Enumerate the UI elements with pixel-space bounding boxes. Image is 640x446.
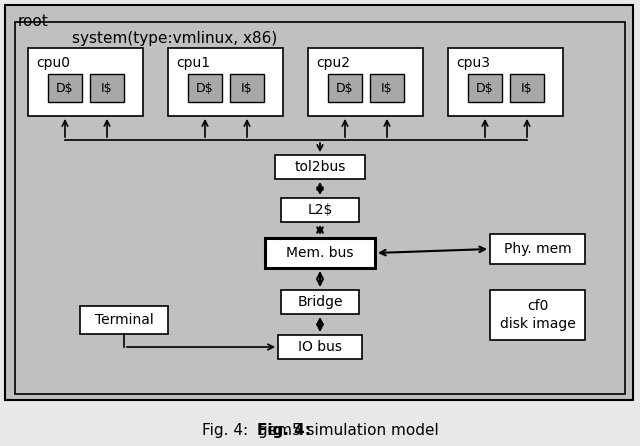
Text: tol2bus: tol2bus: [294, 160, 346, 174]
Text: Mem. bus: Mem. bus: [286, 246, 354, 260]
Text: disk image: disk image: [500, 317, 575, 331]
Text: cf0: cf0: [527, 299, 548, 313]
Bar: [168, 48, 283, 116]
Bar: [90, 74, 124, 102]
Bar: [28, 48, 143, 116]
Text: IO bus: IO bus: [298, 340, 342, 354]
Text: Bridge: Bridge: [297, 295, 343, 309]
Bar: [48, 74, 82, 102]
Bar: [5, 5, 633, 400]
Bar: [230, 74, 264, 102]
Text: I$: I$: [381, 82, 393, 95]
Bar: [275, 155, 365, 179]
Text: cpu3: cpu3: [456, 56, 490, 70]
Text: D$: D$: [476, 82, 494, 95]
Text: I$: I$: [101, 82, 113, 95]
Bar: [188, 74, 222, 102]
Bar: [308, 48, 423, 116]
Text: I$: I$: [521, 82, 533, 95]
Text: L2$: L2$: [307, 203, 333, 217]
Bar: [490, 234, 585, 264]
Text: cpu1: cpu1: [176, 56, 210, 70]
Bar: [448, 48, 563, 116]
Bar: [278, 335, 362, 359]
Text: D$: D$: [196, 82, 214, 95]
Bar: [265, 238, 375, 268]
Bar: [468, 74, 502, 102]
Text: cpu0: cpu0: [36, 56, 70, 70]
Text: Fig. 4:  gem5 simulation model: Fig. 4: gem5 simulation model: [202, 422, 438, 438]
Bar: [370, 74, 404, 102]
Text: cpu2: cpu2: [316, 56, 350, 70]
Text: I$: I$: [241, 82, 253, 95]
Text: Terminal: Terminal: [95, 313, 154, 327]
Bar: [328, 74, 362, 102]
Bar: [281, 198, 359, 222]
Bar: [490, 290, 585, 340]
Text: root: root: [18, 14, 49, 29]
Bar: [80, 306, 168, 334]
Bar: [281, 290, 359, 314]
Bar: [510, 74, 544, 102]
Text: system(type:vmlinux, x86): system(type:vmlinux, x86): [72, 31, 278, 46]
Bar: [15, 22, 625, 394]
Text: D$: D$: [56, 82, 74, 95]
Text: Fig. 4:: Fig. 4:: [257, 422, 311, 438]
Text: Phy. mem: Phy. mem: [504, 242, 572, 256]
Text: D$: D$: [336, 82, 354, 95]
